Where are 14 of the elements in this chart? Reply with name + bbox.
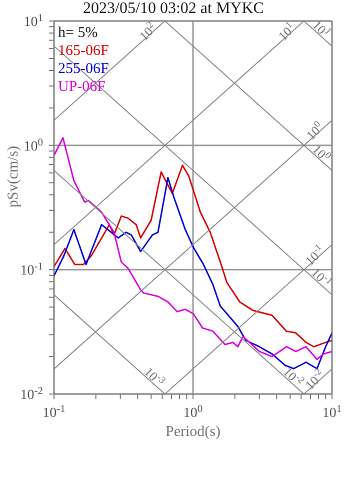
text: 255-06F bbox=[58, 60, 109, 78]
y-tick-label: 10$^{-2}$ bbox=[20, 386, 43, 403]
text: UP-06F bbox=[58, 78, 107, 96]
chart-title: 2023/05/10 03:02 at MYKC bbox=[83, 0, 264, 18]
y-tick-label: 10$^{-1}$ bbox=[20, 261, 43, 279]
y-axis-title: pSv(cm/s) bbox=[5, 146, 22, 208]
annotation: h= 5% bbox=[58, 24, 99, 42]
x-axis-title: Period(s) bbox=[166, 424, 220, 440]
y-tick-label: 10$^{1}$ bbox=[24, 12, 43, 30]
x-tick-label: 10$^{0}$ bbox=[183, 404, 203, 421]
x-tick-label: 10$^{-1}$ bbox=[42, 404, 66, 421]
x-tick-label: 10$^{1}$ bbox=[322, 404, 342, 421]
text: 165-06F bbox=[58, 42, 109, 60]
y-tick-label: 10$^{0}$ bbox=[24, 136, 43, 154]
